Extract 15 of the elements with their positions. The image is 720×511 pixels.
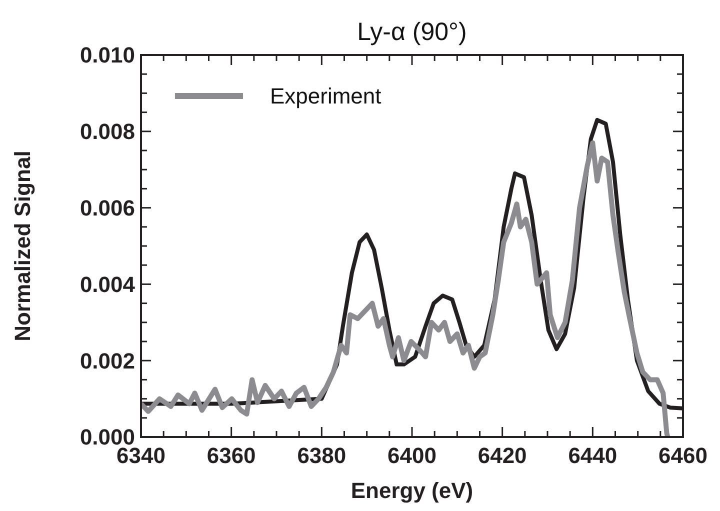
x-tick-label: 6380 bbox=[297, 443, 346, 468]
x-tick-label: 6460 bbox=[658, 443, 708, 468]
y-tick-label: 0.010 bbox=[80, 42, 135, 68]
x-tick-label: 6400 bbox=[388, 443, 436, 468]
legend-label: Experiment bbox=[270, 84, 382, 109]
y-tick-label: 0.008 bbox=[80, 119, 135, 144]
x-axis-title: Energy (eV) bbox=[350, 478, 474, 503]
y-tick-label: 0.004 bbox=[80, 272, 136, 297]
x-tick-label: 6420 bbox=[478, 443, 527, 468]
y-tick-label: 0.006 bbox=[80, 196, 135, 220]
y-axis-title: Normalized Signal bbox=[10, 150, 35, 342]
y-tick-label: 0.002 bbox=[80, 348, 135, 374]
chart-title: Ly-α (90°) bbox=[357, 18, 467, 46]
x-tick-label: 6440 bbox=[568, 443, 618, 468]
x-tick-label: 6360 bbox=[206, 443, 256, 468]
